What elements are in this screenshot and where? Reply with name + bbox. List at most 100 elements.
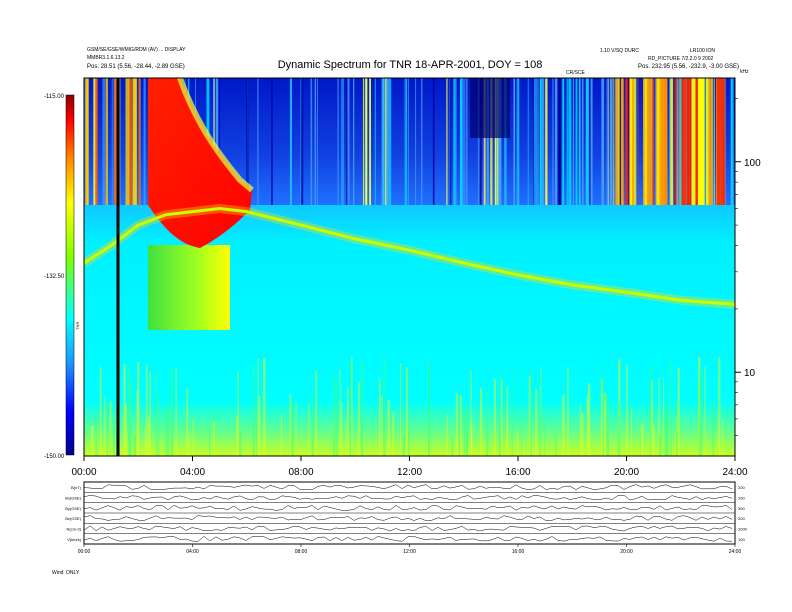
- type-iii-burst: [148, 78, 252, 248]
- spectrogram-streak: [552, 78, 554, 205]
- x-tick-label: 04:00: [180, 467, 205, 478]
- spectrogram-streak: [500, 379, 503, 456]
- spectrogram-streak: [106, 402, 108, 456]
- spectrogram-streak: [148, 417, 150, 456]
- spectrogram-streak: [601, 78, 605, 205]
- spectrogram-streak: [137, 361, 140, 456]
- spectrogram-streak: [333, 372, 335, 456]
- spectrogram-streak: [455, 392, 458, 456]
- spectrogram-streak: [85, 78, 89, 205]
- spectrogram-streak: [646, 78, 649, 205]
- plasma-line: [84, 206, 735, 306]
- lower-x-tick-label: 16:00: [512, 549, 525, 555]
- spectrogram-streak: [144, 426, 146, 456]
- spectrogram-streak: [252, 365, 255, 456]
- spectrogram-streak: [342, 78, 344, 205]
- spectrogram-streak: [113, 421, 115, 456]
- spectrogram-streak: [495, 78, 499, 205]
- spectrogram-streak: [463, 416, 466, 456]
- khz-unit-label: kHz: [740, 69, 749, 75]
- spectrogram-streak: [157, 395, 160, 456]
- spectrogram-streak: [295, 402, 297, 456]
- spectrogram-streak: [407, 419, 410, 456]
- spectrogram-streak: [104, 396, 106, 456]
- panel-label: B(nT): [71, 485, 82, 490]
- spectrogram-streak: [646, 78, 651, 205]
- spectrogram-streak: [631, 78, 635, 205]
- spectrogram-streak: [427, 361, 430, 456]
- spectrogram-streak: [345, 421, 347, 456]
- spectrogram-streak: [609, 78, 613, 205]
- spectrogram-streak: [659, 78, 662, 205]
- spectrogram-streak: [212, 421, 215, 456]
- spectrogram-streak: [618, 402, 621, 456]
- spectrogram-streak: [541, 78, 545, 205]
- spectrogram-streak: [698, 78, 703, 205]
- header-right-line3: Pos. 232.95 (5.56, -232.9, -3.00 GSE): [638, 64, 740, 70]
- spectrogram-streak: [143, 78, 146, 205]
- spectrogram-streak: [459, 78, 463, 205]
- spectrogram-streak: [658, 377, 660, 456]
- spectrogram-streak: [114, 78, 118, 205]
- spectrogram-streak: [625, 78, 628, 205]
- spectrogram-streak: [341, 78, 343, 205]
- spectrogram-streak: [679, 78, 681, 205]
- spectrogram-streak: [99, 367, 102, 456]
- spectrogram-streak: [446, 414, 448, 456]
- spectrogram-streak: [280, 414, 283, 456]
- spectrogram-streak: [661, 78, 666, 205]
- spectrogram-streak: [337, 78, 339, 205]
- panel-scale-label: 1000: [738, 527, 748, 532]
- spectrogram-streak: [676, 78, 678, 205]
- data-gap-bar: [116, 78, 120, 456]
- spectrogram-streak: [514, 78, 516, 205]
- spectrogram-streak: [617, 402, 620, 456]
- header-right-top2: LR100 ION: [690, 48, 716, 54]
- spectrogram-streak: [420, 78, 423, 205]
- spectrogram-streak: [613, 78, 615, 205]
- spectrogram-streak: [470, 78, 510, 138]
- spectrogram-streak: [263, 358, 266, 456]
- panel-trace: [83, 484, 733, 490]
- spectrogram-streak: [255, 414, 257, 456]
- spectrogram-streak: [539, 379, 541, 456]
- panel-label: N(cm-3): [67, 527, 82, 532]
- spectrogram-streak: [188, 433, 190, 456]
- spectrogram-streak: [659, 433, 662, 456]
- spectrogram-streak: [381, 78, 384, 205]
- colorbar: [65, 94, 75, 456]
- spectrogram-streak: [310, 78, 313, 205]
- spectrogram-streak: [555, 435, 557, 456]
- spectrogram-streak: [494, 379, 496, 456]
- spectrogram-streak: [145, 364, 148, 456]
- spectrogram-streak: [581, 413, 584, 456]
- spectrogram-streak: [257, 78, 259, 205]
- x-tick-label: 16:00: [505, 467, 530, 478]
- spectrogram-streak: [340, 401, 343, 456]
- spectrogram-streak: [663, 377, 664, 456]
- panel-scale-label: 200: [738, 516, 745, 521]
- spectrogram-streak: [677, 367, 680, 456]
- spectrogram-streak: [383, 357, 386, 456]
- spectrogram-streak: [499, 368, 501, 456]
- spectrogram-streak: [706, 78, 710, 205]
- header-mid-small: CR/SCE: [566, 70, 585, 76]
- spectrogram-streak: [345, 78, 349, 205]
- spectrogram-streak: [627, 78, 631, 205]
- burst-green-wedge: [148, 245, 230, 330]
- spectrogram-streak: [335, 381, 338, 456]
- spectrogram-streak: [652, 78, 655, 205]
- spectrogram-streak: [415, 78, 417, 205]
- spectrogram-streak: [586, 394, 589, 456]
- y-tick-label: 100: [744, 158, 761, 169]
- spectrogram-streak: [239, 432, 242, 456]
- panel-trace: [83, 536, 733, 542]
- spectrogram-streak: [386, 78, 390, 205]
- footer-note: Wind: [52, 570, 64, 576]
- burst-envelope: [177, 78, 254, 193]
- spectrogram-streak: [95, 419, 98, 456]
- spectrogram-streak: [603, 392, 607, 456]
- spectrogram-streak: [149, 372, 151, 456]
- spectrogram-streak: [686, 78, 691, 205]
- spectrogram-streak: [535, 78, 538, 205]
